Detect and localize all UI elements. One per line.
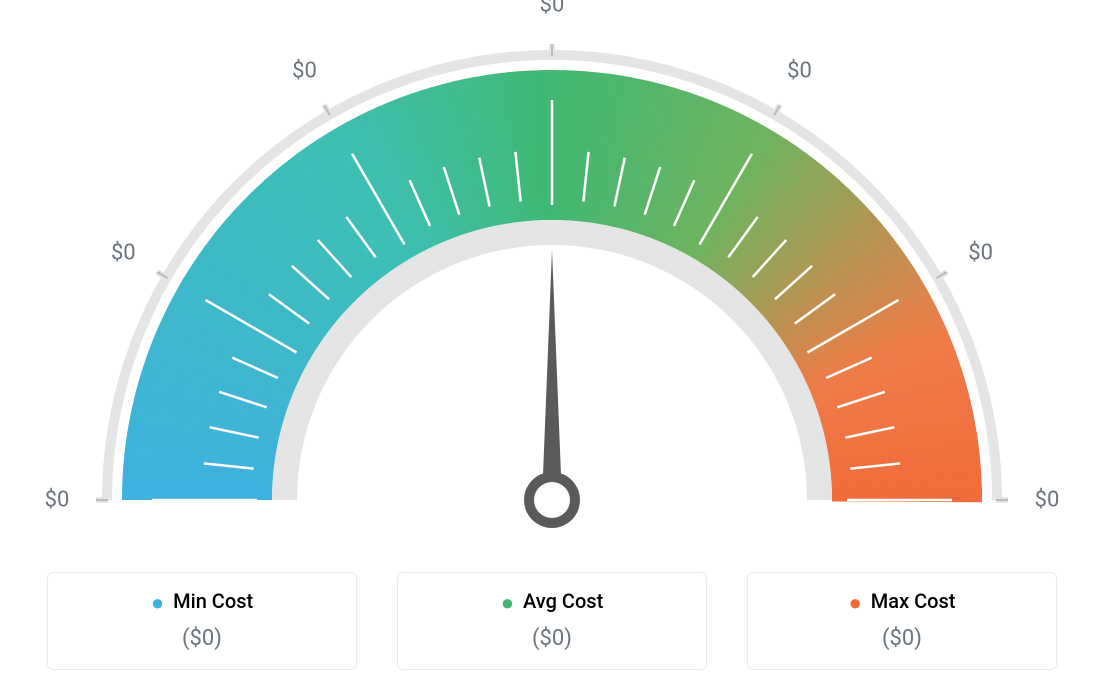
legend-value-avg: ($0) [418, 626, 686, 651]
gauge-svg [0, 0, 1104, 560]
dot-icon: ● [151, 591, 164, 616]
legend-value-min: ($0) [68, 626, 336, 651]
legend-label: Max Cost [871, 589, 956, 613]
legend-card-max: ● Max Cost ($0) [747, 572, 1057, 670]
gauge-chart: $0 $0 $0 $0 $0 $0 $0 [0, 0, 1104, 550]
legend-title-avg: ● Avg Cost [418, 589, 686, 616]
legend-value-max: ($0) [768, 626, 1036, 651]
gauge-tick-label: $0 [787, 59, 812, 84]
gauge-tick-label: $0 [1035, 488, 1060, 513]
gauge-tick-label: $0 [111, 240, 136, 265]
legend-card-min: ● Min Cost ($0) [47, 572, 357, 670]
legend-card-avg: ● Avg Cost ($0) [397, 572, 707, 670]
legend-label: Avg Cost [523, 589, 603, 613]
legend-row: ● Min Cost ($0) ● Avg Cost ($0) ● Max Co… [0, 572, 1104, 670]
dot-icon: ● [501, 591, 514, 616]
dot-icon: ● [849, 591, 862, 616]
legend-title-min: ● Min Cost [68, 589, 336, 616]
legend-label: Min Cost [173, 589, 253, 613]
gauge-tick-label: $0 [540, 0, 565, 18]
legend-title-max: ● Max Cost [768, 589, 1036, 616]
gauge-tick-label: $0 [292, 59, 317, 84]
gauge-tick-label: $0 [968, 240, 993, 265]
gauge-tick-label: $0 [45, 488, 70, 513]
